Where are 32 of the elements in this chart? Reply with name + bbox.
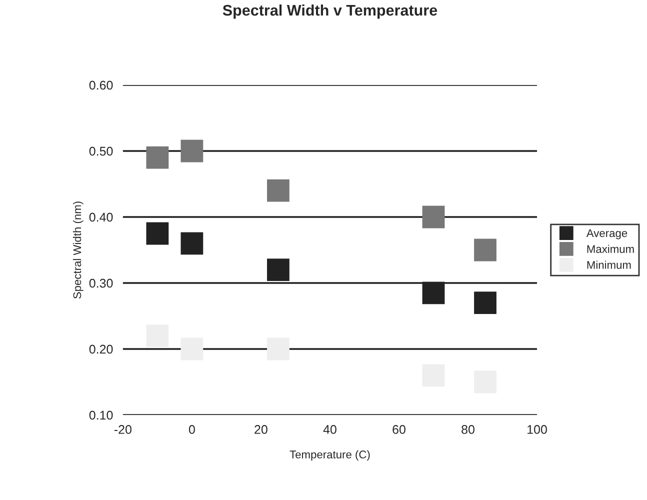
legend-label: Maximum [587,244,634,253]
x-tick-label: -20 [114,425,132,434]
point [146,146,169,169]
point [474,292,496,314]
x-tick-label: 20 [254,425,268,434]
point [422,282,445,304]
point [422,206,445,228]
y-axis-title: Spectral Width (nm) [72,202,84,299]
point [146,324,169,347]
x-tick-label: 100 [528,425,547,434]
y-tick-label: 0.40 [89,212,113,222]
point [180,140,204,162]
y-tick-label: 0.10 [89,410,113,420]
point [146,222,169,245]
x-tick-label: 40 [323,425,336,434]
y-tick-label: 0.30 [89,278,113,288]
legend-label: Minimum [587,260,631,269]
x-axis-title: Temperature (C) [290,450,370,461]
point [474,238,496,262]
y-tick-label: 0.60 [89,80,113,90]
x-tick-label: 60 [392,425,406,434]
point [267,258,290,281]
y-tick-label: 0.50 [89,146,113,156]
x-tick-label: 80 [462,425,474,434]
point [180,338,204,360]
y-tick-label: 0.20 [89,344,113,354]
chart-title: Spectral Width v Temperature [222,4,438,19]
point [180,232,204,255]
legend-label: Average [586,229,628,240]
x-tick-label: 0 [188,425,195,434]
point [267,338,290,360]
point [267,179,290,202]
